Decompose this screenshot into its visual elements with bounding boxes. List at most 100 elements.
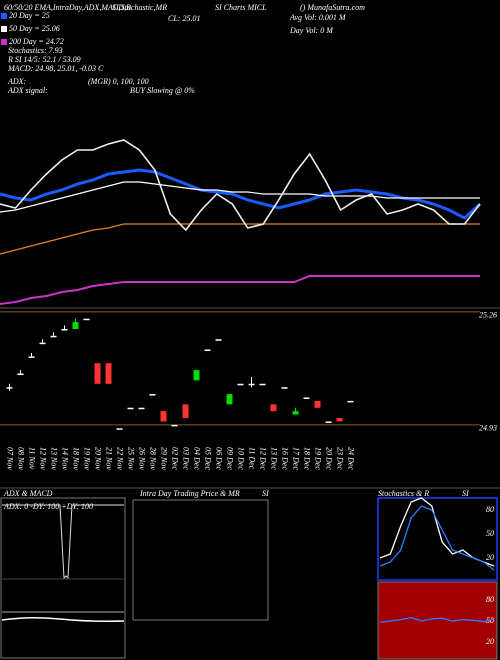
x-tick-label: 24 Dec [347, 447, 356, 470]
macd-line [1, 616, 125, 622]
x-tick-label: 20 Nov [94, 447, 103, 470]
candle-body [28, 356, 35, 358]
x-tick-label: 19 Dec [314, 447, 323, 470]
x-tick-label: 09 Dec [226, 447, 235, 470]
candle-body [270, 404, 277, 412]
x-tick-label: 18 Nov [72, 447, 81, 470]
title-part: () MunafaSutra.com [300, 3, 365, 12]
x-tick-label: 17 Dec [292, 447, 301, 470]
candle-body [292, 411, 299, 415]
panel-title: SI [462, 489, 469, 498]
legend-swatch [1, 39, 7, 45]
x-tick-label: 10 Dec [237, 447, 246, 470]
title-part: SI Charts MICL [215, 3, 267, 12]
indicator-text: ADX: [7, 77, 27, 86]
x-tick-label: 23 Dec [336, 447, 345, 470]
indicator-text: ADX signal: [7, 86, 48, 95]
candle-body [314, 400, 321, 408]
candle-body [138, 407, 145, 410]
x-tick-label: 06 Dec [215, 447, 224, 470]
y-tick-label: 80 [486, 505, 494, 514]
indicator-text: R SI 14/5: 52.1 / 53.09 [7, 55, 81, 64]
y-tick-label: 50 [486, 529, 494, 538]
x-tick-label: 12 Dec [259, 447, 268, 470]
candle-body [226, 394, 233, 405]
legend-label: 20 Day = 25 [9, 11, 50, 20]
y-tick-label: 20 [486, 553, 494, 562]
candle-body [17, 373, 24, 375]
x-tick-label: 02 Dec [171, 447, 180, 470]
adx-panel [0, 497, 126, 659]
x-tick-label: 11 Nov [28, 447, 37, 470]
avg-volume: Avg Vol: 0.001 M [289, 13, 347, 22]
candle-body [39, 342, 46, 345]
candle-body [259, 383, 266, 386]
x-tick-label: 21 Nov [105, 447, 114, 470]
adx-line [2, 504, 124, 580]
x-tick-label: 07 Nov [6, 447, 15, 470]
candle-body [182, 404, 189, 419]
close-price: CL: 25.01 [168, 14, 200, 23]
candle-body [127, 407, 134, 410]
panel-title: ADX & MACD [3, 489, 53, 498]
series-line [379, 616, 495, 624]
x-tick-label: 05 Dec [204, 447, 213, 470]
x-tick-label: 08 Nov [17, 447, 26, 470]
indicator-text: (MGR) 0, 100, 100 [88, 77, 149, 86]
x-tick-label: 11 Dec [248, 447, 257, 470]
legend-label: 200 Day = 24.72 [9, 37, 64, 46]
indicator-text: BUY Slowing @ 0% [130, 86, 195, 95]
legend-swatch [1, 13, 7, 19]
indicator-text: MACD: 24.98, 25.01, -0.03 C [7, 64, 104, 73]
y-tick-label: 80 [486, 595, 494, 604]
candle-body [347, 400, 354, 403]
candle-body [204, 349, 211, 352]
candle-body [325, 421, 332, 423]
intraday-panel [132, 499, 269, 621]
x-tick-label: 04 Dec [193, 447, 202, 470]
x-tick-label: 20 Dec [325, 447, 334, 470]
candle-body [116, 428, 123, 430]
candle-body [336, 418, 343, 422]
candle-body [171, 424, 178, 427]
candle-body [303, 397, 310, 399]
x-tick-label: 12 Nov [39, 447, 48, 470]
y-tick-label: 24.93 [479, 424, 497, 433]
legend-swatch [1, 26, 7, 32]
panel-title: Intra Day Trading Price & MR [139, 489, 240, 498]
day-volume: Day Vol: 0 M [289, 26, 334, 35]
stochastics-panel [377, 497, 498, 581]
candle-body [105, 363, 112, 384]
series-line [0, 168, 482, 220]
candle-body [83, 318, 90, 321]
series-line [0, 275, 480, 305]
x-tick-label: 29 Nov [160, 447, 169, 470]
x-tick-label: 25 Nov [127, 447, 136, 470]
y-tick-label: 20 [486, 637, 494, 646]
legend-label: 50 Day = 25.06 [9, 24, 60, 33]
adx-values: ADX: 0 -DY: 100 +DY: 100 [3, 502, 93, 511]
x-tick-label: 18 Dec [303, 447, 312, 470]
series-line [379, 505, 495, 571]
panel-title: Stochastics & R [378, 489, 429, 498]
y-tick-label: 25.26 [479, 311, 497, 320]
series-line [0, 223, 480, 255]
x-tick-label: 13 Dec [270, 447, 279, 470]
candle-body [50, 335, 57, 338]
title-part: 60/50/20 EMA,IntraDay,ADX,MACD,R [4, 3, 131, 12]
x-tick-label: 03 Dec [182, 447, 191, 470]
indicator-text: Stochastics: 7.93 [8, 46, 63, 55]
series-line [0, 181, 480, 213]
candle-body [72, 322, 79, 329]
candle-body [281, 387, 288, 389]
candle-body [61, 328, 68, 331]
x-tick-label: 19 Nov [83, 447, 92, 470]
candle-body [160, 411, 167, 422]
candle-body [149, 394, 156, 396]
candle-body [215, 339, 222, 341]
series-line [0, 139, 481, 232]
candle-body [237, 383, 244, 386]
x-tick-label: 28 Nov [149, 447, 158, 470]
title-part: SI,Stochastic,MR [112, 3, 167, 12]
